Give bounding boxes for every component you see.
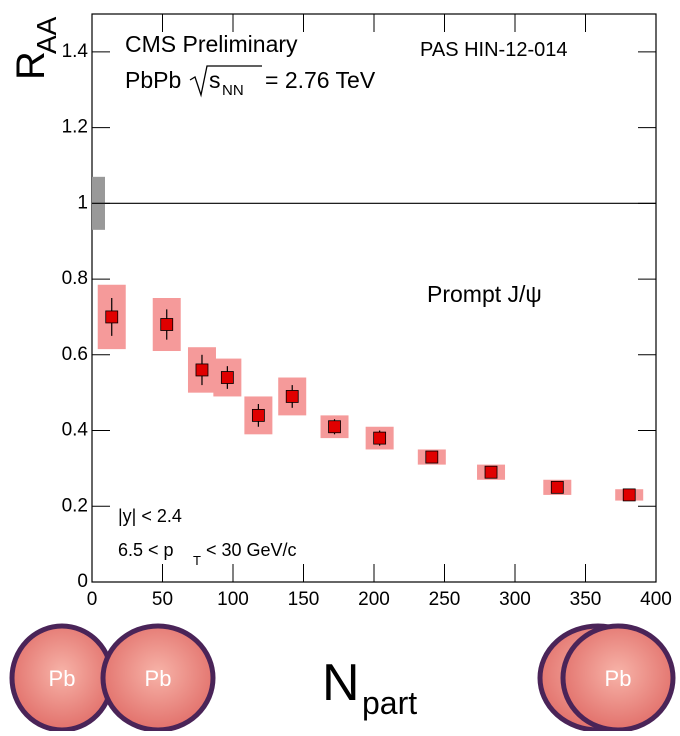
x-tick-label: 0 xyxy=(87,589,98,610)
sqrt-sign xyxy=(189,65,262,98)
point xyxy=(484,465,498,479)
point xyxy=(550,480,564,494)
reference-label: PAS HIN-12-014 xyxy=(420,39,567,61)
point xyxy=(220,371,234,384)
plot-area: 0 50 100 150 200 250 300 350 400 0 0.2 0.4 0.6 0.8 1 1.… xyxy=(62,14,672,610)
pt-label-high: < 30 GeV/c xyxy=(206,540,297,560)
y-tick-label: 0.4 xyxy=(62,420,89,441)
y-tick-label: 1 xyxy=(77,192,88,213)
sqrt-s: s xyxy=(209,67,221,93)
x-tick-label: 250 xyxy=(429,589,461,610)
x-label-sub: part xyxy=(362,685,417,721)
y-label: R xyxy=(9,51,53,80)
x-label: N xyxy=(322,654,360,712)
energy-label: = 2.76 TeV xyxy=(265,67,376,93)
x-tick-label: 50 xyxy=(152,589,173,610)
point xyxy=(622,488,636,502)
y-tick-label: 0.2 xyxy=(62,495,88,516)
point xyxy=(328,420,341,434)
system-label: PbPb xyxy=(125,67,181,93)
point xyxy=(105,310,119,324)
x-tick-label: 150 xyxy=(288,589,320,610)
experiment-label: CMS Preliminary xyxy=(125,31,298,57)
y-tick-label: 1.2 xyxy=(62,117,88,138)
nuclei: Pb Pb Pb xyxy=(9,623,676,733)
point xyxy=(373,431,387,445)
y-label-sub: AA xyxy=(31,16,62,54)
x-tick-label: 100 xyxy=(217,589,249,610)
y-tick-label: 1.4 xyxy=(62,41,89,62)
pt-sub: T xyxy=(193,553,201,568)
nucleus-label: Pb xyxy=(145,666,172,691)
point xyxy=(160,318,174,331)
y-tick-label: 0 xyxy=(77,571,88,592)
particle-label: Prompt J/ψ xyxy=(427,281,542,307)
y-tick-label: 0.8 xyxy=(62,268,88,289)
nucleus xyxy=(560,623,676,733)
y-tick-label: 0.6 xyxy=(62,344,88,365)
nucleus-label: Pb xyxy=(49,666,76,691)
x-tick-label: 350 xyxy=(570,589,602,610)
point xyxy=(425,450,439,464)
y-axis-title: R AA xyxy=(9,16,62,80)
sqrt-s-sub: NN xyxy=(222,82,244,99)
point xyxy=(195,363,209,377)
rapidity-label: |y| < 2.4 xyxy=(118,506,182,526)
x-tick-label: 300 xyxy=(499,589,531,610)
x-tick-label: 400 xyxy=(640,589,672,610)
point xyxy=(251,408,265,422)
point xyxy=(285,390,299,403)
pt-label: 6.5 < p xyxy=(118,540,174,560)
x-tick-label: 200 xyxy=(358,589,390,610)
nucleus xyxy=(100,623,216,733)
nucleus-label: Pb xyxy=(605,666,632,691)
